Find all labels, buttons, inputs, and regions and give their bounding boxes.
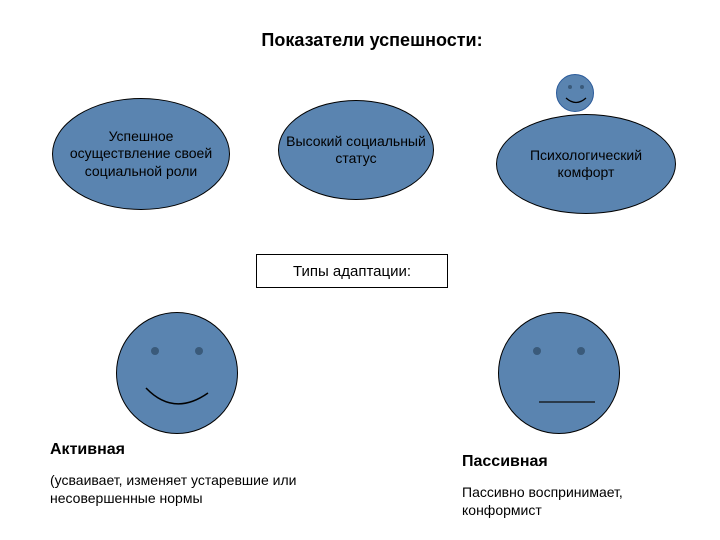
ellipse-psych-comfort: Психологический комфорт <box>496 114 676 214</box>
big-smiley-passive-icon <box>498 312 620 434</box>
ellipse-social-role: Успешное осуществление своей социальной … <box>52 98 230 210</box>
smile-icon <box>145 387 209 411</box>
smile-icon <box>565 97 587 105</box>
page-title: Показатели успешности: <box>232 30 512 51</box>
ellipse-social-status: Высокий социальный статус <box>278 100 434 200</box>
rect-label-text: Типы адаптации: <box>293 263 411 280</box>
active-heading: Активная <box>50 440 390 461</box>
passive-heading: Пассивная <box>462 452 702 473</box>
eye-icon <box>580 85 584 89</box>
eye-icon <box>568 85 572 89</box>
eye-icon <box>195 347 203 355</box>
adaptation-types-label: Типы адаптации: <box>256 254 448 288</box>
passive-body: Пассивно воспринимает, конформист <box>462 483 702 519</box>
active-body: (усваивает, изменяет устаревшие или несо… <box>50 471 390 507</box>
passive-block: Пассивная Пассивно воспринимает, конформ… <box>462 452 702 519</box>
eye-icon <box>533 347 541 355</box>
eye-icon <box>577 347 585 355</box>
active-block: Активная (усваивает, изменяет устаревшие… <box>50 440 390 507</box>
ellipse-label: Психологический комфорт <box>503 147 669 182</box>
ellipse-label: Успешное осуществление своей социальной … <box>59 128 223 181</box>
big-smiley-active-icon <box>116 312 238 434</box>
small-smiley-icon <box>556 74 594 112</box>
flat-mouth-icon <box>539 401 595 403</box>
ellipse-label: Высокий социальный статус <box>285 133 427 168</box>
eye-icon <box>151 347 159 355</box>
